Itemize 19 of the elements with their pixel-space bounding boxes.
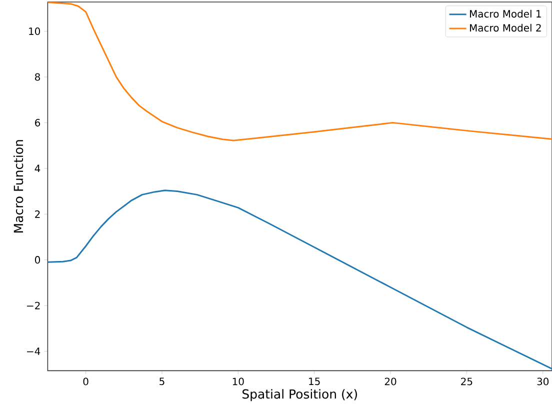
x-tick-label: 5 — [160, 378, 164, 386]
legend-label: Macro Model 1 — [470, 10, 541, 18]
y-tick-label: 0 — [34, 256, 40, 264]
y-axis-title: Macro Function — [14, 140, 24, 232]
y-tick-label: −2 — [27, 302, 40, 310]
x-axis-title: Spatial Position (x) — [242, 389, 357, 402]
y-tick-label: 10 — [29, 27, 40, 36]
x-tick-label: 0 — [83, 378, 88, 386]
x-tick-label: 25 — [461, 378, 472, 386]
y-tick-label: 6 — [35, 118, 40, 126]
x-tick-label: 15 — [309, 378, 320, 386]
x-tick-label: 10 — [232, 378, 244, 386]
y-tick-label: −4 — [27, 348, 40, 355]
legend-label: Macro Model 2 — [470, 24, 541, 32]
y-tick-label: 8 — [35, 73, 40, 81]
y-tick-label: 4 — [34, 164, 40, 172]
x-tick-label: 30 — [537, 378, 549, 386]
y-tick-label: 2 — [35, 210, 40, 218]
x-tick-label: 20 — [384, 378, 396, 386]
